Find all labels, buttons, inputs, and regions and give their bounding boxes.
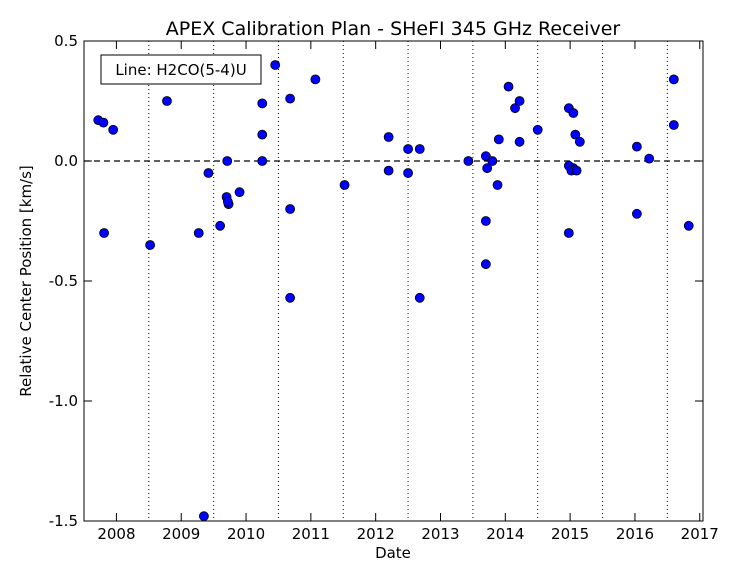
x-tick-label: 2014 — [486, 525, 524, 543]
data-point — [503, 81, 514, 92]
data-point — [285, 292, 296, 303]
x-tick-label: 2010 — [227, 525, 265, 543]
data-point — [532, 124, 543, 135]
data-point — [571, 165, 582, 176]
x-tick-label: 2012 — [357, 525, 395, 543]
data-point — [574, 136, 585, 147]
data-point — [199, 511, 209, 522]
data-point — [480, 151, 491, 162]
y-tick-label: 0.5 — [54, 32, 78, 50]
data-point — [568, 108, 579, 118]
y-tick-labels: 0.5 0.0 -0.5 -1.0 -1.5 — [49, 32, 78, 530]
data-point — [222, 196, 233, 207]
x-tick-label: 2009 — [162, 525, 200, 543]
data-point — [383, 165, 394, 176]
data-point — [383, 132, 394, 142]
data-point — [257, 156, 268, 166]
data-point — [493, 134, 504, 145]
data-point — [668, 120, 679, 130]
data-point — [234, 187, 245, 198]
data-point — [403, 144, 413, 154]
data-point — [414, 292, 425, 303]
x-tick-label: 2016 — [616, 525, 654, 543]
y-tick-label: 0.0 — [54, 152, 78, 170]
x-tick-label: 2011 — [292, 525, 330, 543]
x-tick-label: 2017 — [681, 525, 719, 543]
data-point — [203, 168, 214, 178]
data-point — [285, 204, 296, 214]
x-tick-labels: 2008 2009 2010 2011 2012 2013 2014 2015 2016 2017 — [97, 525, 719, 543]
data-point — [98, 117, 109, 128]
y-axis-label: Relative Center Position [km/s] — [17, 165, 35, 397]
data-point — [514, 136, 525, 147]
data-point — [480, 216, 491, 226]
data-point — [310, 74, 321, 85]
data-point — [644, 153, 655, 164]
data-point — [510, 103, 520, 114]
data-point — [631, 208, 642, 219]
annotation-frame — [100, 54, 262, 85]
y-tick-label: -0.5 — [49, 272, 78, 290]
x-tick-label: 2015 — [551, 525, 589, 543]
chart-title: APEX Calibration Plan - SHeFI 345 GHz Re… — [166, 18, 621, 40]
data-point — [492, 180, 503, 190]
data-point — [563, 228, 574, 238]
y-tick-label: -1.5 — [49, 512, 78, 530]
data-point — [257, 98, 268, 109]
data-point — [99, 228, 109, 238]
axis-ticks — [84, 40, 703, 522]
data-point — [162, 96, 172, 106]
year-separator-lines — [148, 41, 668, 521]
data-point — [339, 180, 350, 190]
data-point — [570, 129, 581, 140]
data-point — [414, 144, 425, 154]
data-point — [257, 129, 268, 140]
data-point — [108, 124, 119, 135]
data-point — [482, 163, 493, 174]
annotation-text: Line: H2CO(5-4)U — [115, 61, 246, 79]
data-point — [480, 259, 491, 270]
data-point — [285, 93, 296, 104]
data-point — [270, 60, 281, 70]
data-points — [93, 60, 694, 522]
data-point — [463, 156, 474, 166]
data-point — [631, 141, 642, 152]
data-point — [193, 228, 204, 238]
y-tick-label: -1.0 — [49, 392, 78, 410]
annotation-box: Line: H2CO(5-4)U — [100, 54, 262, 85]
x-tick-label: 2013 — [421, 525, 459, 543]
plot-frame — [83, 40, 704, 522]
data-point — [487, 156, 498, 166]
data-point — [514, 96, 525, 106]
x-tick-label: 2008 — [97, 525, 135, 543]
data-point — [403, 168, 413, 178]
plot-area — [83, 40, 704, 522]
data-point — [215, 220, 226, 231]
data-point — [668, 74, 679, 85]
data-point — [145, 240, 156, 250]
data-point — [683, 220, 694, 231]
data-point — [222, 156, 233, 166]
x-axis-label: Date — [375, 544, 411, 562]
